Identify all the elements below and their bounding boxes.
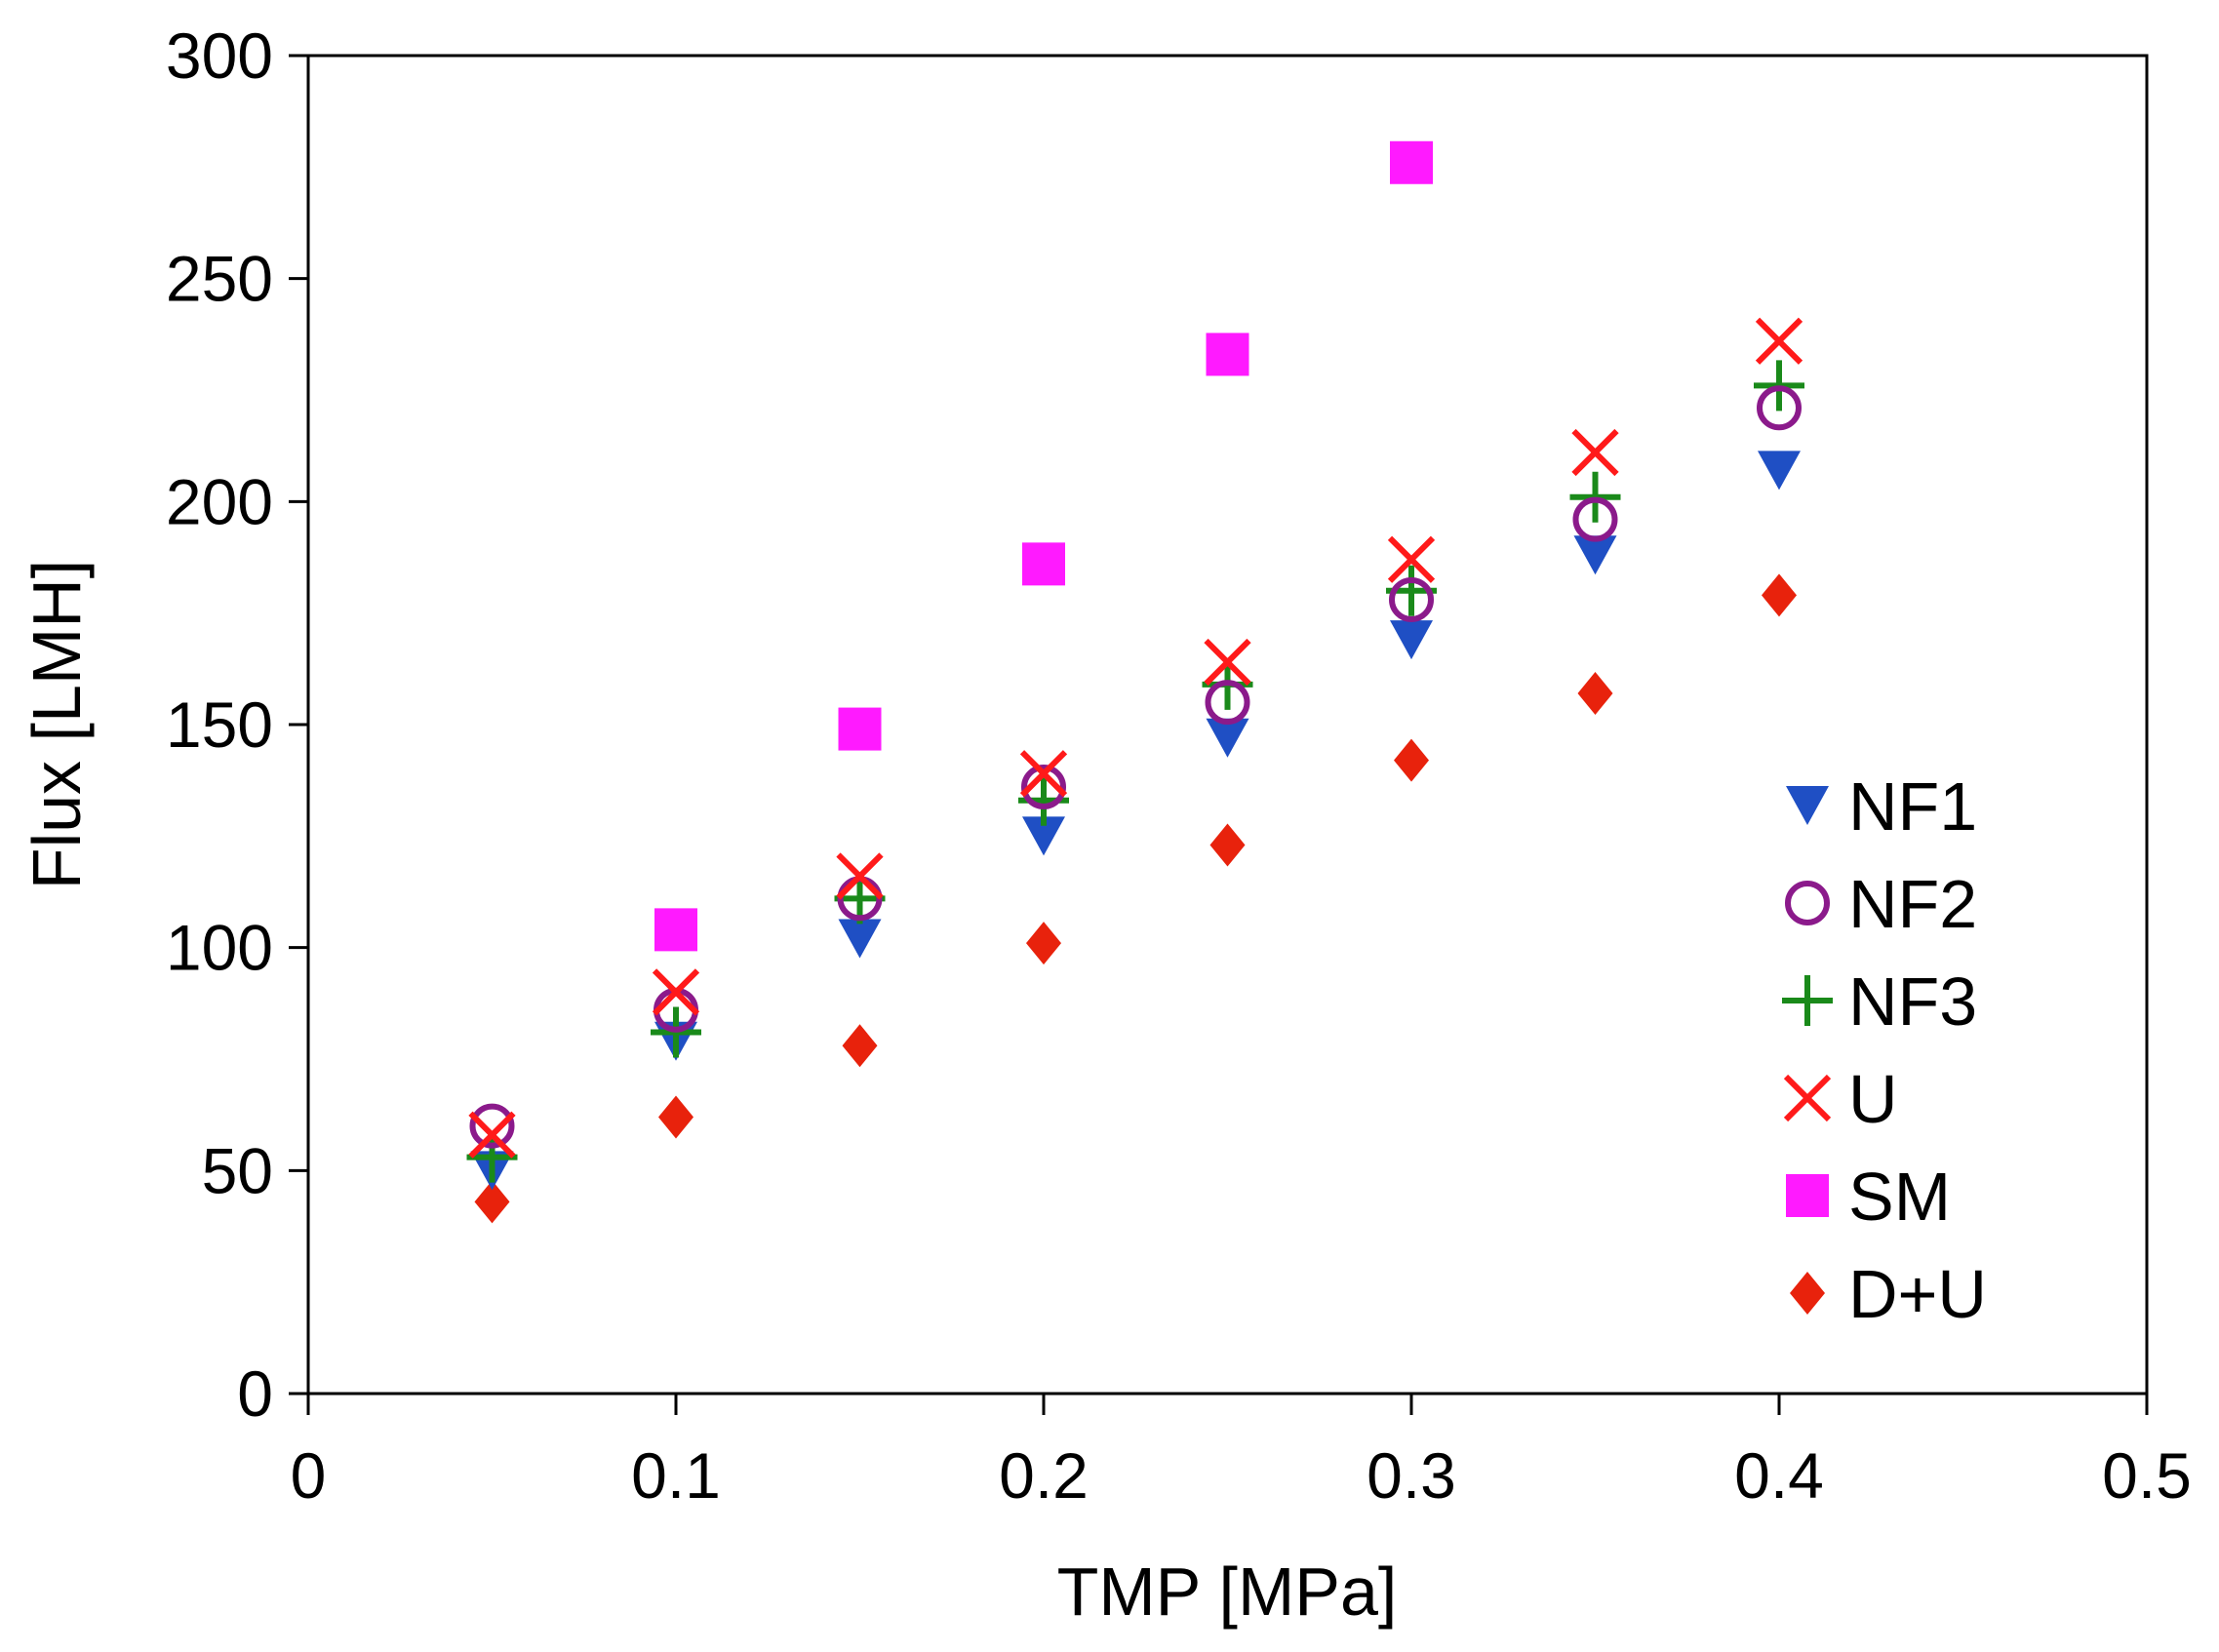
data-point [1206,718,1249,758]
y-tick-label: 250 [166,243,273,315]
data-point [836,852,884,900]
legend-item: SM [1786,1159,1951,1235]
data-point [1206,333,1249,376]
legend-label: NF2 [1848,866,1977,942]
data-point [658,1095,693,1139]
data-point [1390,140,1433,184]
y-tick-label: 200 [166,465,273,537]
x-tick-label: 0.1 [631,1439,721,1512]
data-point [1762,573,1797,617]
data-point [1387,535,1436,583]
series-sm [654,140,1433,952]
data-point [654,908,697,952]
data-point [838,707,882,751]
series-u [468,317,1803,1159]
legend-label: NF3 [1848,964,1977,1040]
legend-marker [1790,1272,1825,1315]
data-point [474,1180,510,1224]
legend-marker [1786,1174,1829,1217]
data-point [652,968,700,1016]
data-point [842,1024,878,1068]
data-point [1209,823,1246,867]
data-point [1389,576,1434,622]
legend-label: U [1848,1061,1898,1137]
legend-item: D+U [1790,1256,1987,1332]
x-axis: 0 0.1 0.2 0.3 0.4 0.5 [291,1394,2192,1512]
legend-label: NF1 [1848,768,1977,845]
data-point [1573,535,1617,575]
legend-label: SM [1848,1159,1951,1235]
data-point [838,919,882,959]
data-point [1205,680,1250,726]
data-point [1204,638,1251,687]
legend-marker [1782,975,1833,1026]
series-d-u [474,573,1797,1224]
y-tick-label: 100 [166,912,273,984]
x-tick-label: 0.3 [1367,1439,1456,1512]
data-point [1577,671,1613,715]
legend-marker [1785,881,1830,925]
data-point [469,1103,515,1149]
data-point [1022,542,1065,586]
data-point [1019,750,1068,798]
y-tick-label: 50 [202,1134,273,1206]
data-point [1757,385,1802,431]
x-tick-label: 0.2 [999,1439,1089,1512]
data-point [1758,451,1801,491]
x-tick-label: 0.4 [1734,1439,1824,1512]
x-tick-label: 0.5 [2102,1439,2192,1512]
x-axis-title: TMP [MPa] [1057,1554,1398,1630]
data-series [466,140,1804,1224]
data-point [1026,922,1061,965]
y-tick-label: 0 [237,1357,273,1430]
data-point [1394,738,1429,782]
data-point [1571,428,1619,477]
x-tick-label: 0 [291,1439,327,1512]
legend-item: U [1783,1061,1898,1137]
y-tick-label: 300 [166,20,273,92]
data-point [1022,816,1065,856]
data-point [1755,317,1803,365]
data-point [1021,765,1066,810]
data-point [466,1131,518,1183]
y-axis: 0 50 100 150 200 250 300 [166,20,308,1430]
legend-item: NF1 [1786,768,1977,845]
legend: NF1 NF2 NF3 U SM D+U [1782,768,1987,1332]
legend-item: NF3 [1782,964,1977,1040]
y-tick-label: 150 [166,688,273,761]
legend-item: NF2 [1785,866,1977,942]
legend-label: D+U [1848,1256,1987,1332]
y-axis-title: Flux [LMH] [19,560,95,889]
data-point [1390,620,1433,660]
legend-marker [1786,786,1829,825]
legend-marker [1783,1074,1832,1122]
data-point [1572,496,1618,542]
data-point [468,1111,516,1159]
